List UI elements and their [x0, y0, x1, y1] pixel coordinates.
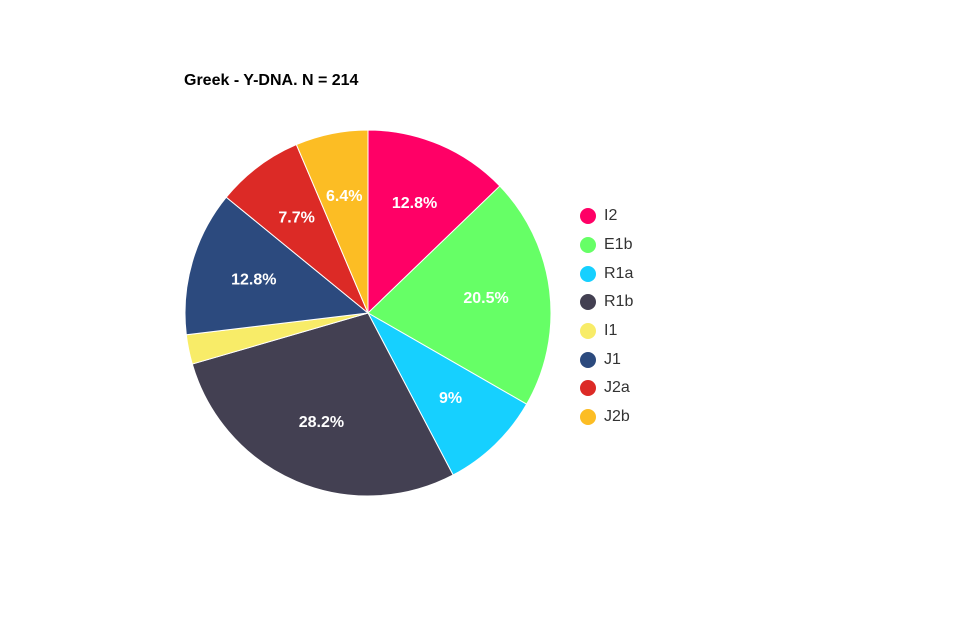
legend-item-r1b[interactable]: R1b [580, 288, 633, 317]
legend-swatch [580, 265, 596, 282]
pie-slice-i2[interactable] [367, 129, 501, 315]
chart-title: Greek - Y-DNA. N = 214 [184, 72, 359, 89]
legend-swatch [580, 237, 596, 254]
legend-label: R1b [604, 293, 634, 311]
data-label-j1: 12.8% [231, 271, 276, 288]
legend-label: I2 [604, 207, 618, 225]
legend-item-j1[interactable]: J1 [580, 345, 633, 374]
legend-item-i2[interactable]: I2 [580, 202, 633, 231]
legend-item-i1[interactable]: I1 [580, 317, 633, 346]
legend-swatch [580, 208, 596, 225]
data-label-i2: 12.8% [392, 195, 437, 212]
legend-swatch [580, 351, 596, 368]
legend-label: I1 [604, 322, 618, 340]
pie-labels: 12.8% 20.5% 9% 28.2% 12.8% 7.7% 6.4% [231, 188, 509, 431]
data-label-j2b: 6.4% [326, 188, 362, 205]
legend-label: J2b [604, 408, 630, 426]
data-label-r1a: 9% [439, 390, 462, 407]
pie-slice-j2b[interactable] [295, 129, 369, 314]
data-label-e1b: 20.5% [463, 290, 508, 307]
legend-item-j2a[interactable]: J2a [580, 374, 633, 403]
chart-legend: I2 E1b R1a R1b I1 J1 J2a J2b [580, 202, 633, 432]
legend-label: J2a [604, 379, 630, 397]
data-label-r1b: 28.2% [299, 414, 344, 431]
legend-label: E1b [604, 236, 633, 254]
legend-swatch [580, 380, 596, 397]
legend-item-j2b[interactable]: J2b [580, 403, 633, 432]
pie-slices [184, 129, 552, 497]
legend-swatch [580, 409, 596, 426]
pie-slice-e1b[interactable] [367, 185, 552, 405]
legend-item-r1a[interactable]: R1a [580, 259, 633, 288]
legend-label: J1 [604, 350, 621, 368]
legend-label: R1a [604, 264, 634, 282]
legend-item-e1b[interactable]: E1b [580, 231, 633, 260]
data-label-j2a: 7.7% [278, 209, 314, 226]
pie-slice-r1a[interactable] [366, 311, 528, 476]
legend-swatch [580, 294, 596, 311]
legend-swatch [580, 323, 596, 340]
pie-slice-r1b[interactable] [191, 312, 454, 497]
pie-slice-j1[interactable] [184, 196, 370, 336]
